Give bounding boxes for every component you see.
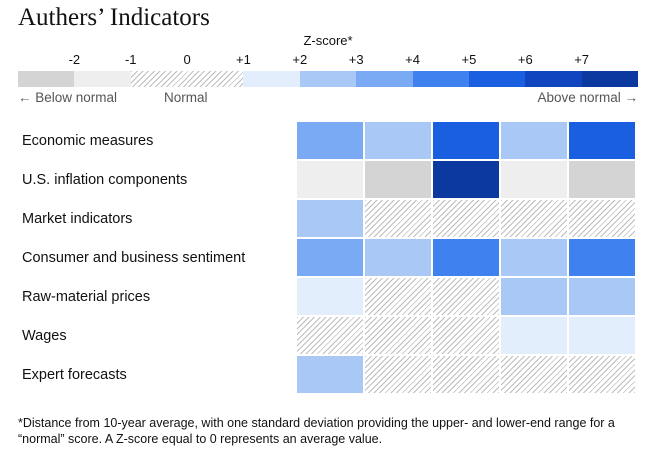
heatmap-cell	[297, 317, 363, 354]
heatmap-cell	[297, 278, 363, 315]
colorbar-swatch	[356, 71, 413, 87]
row-label: Economic measures	[22, 133, 154, 149]
heatmap-cell	[365, 122, 431, 159]
row-label: Expert forecasts	[22, 367, 127, 383]
zscore-tick-label: +2	[292, 52, 308, 67]
footnote: *Distance from 10-year average, with one…	[18, 416, 615, 446]
heatmap-cell	[297, 200, 363, 237]
colorbar-swatch	[187, 71, 244, 87]
colorbar-swatch	[468, 71, 526, 87]
row-label: Wages	[22, 328, 67, 344]
heatmap-cell	[501, 356, 567, 393]
colorbar-swatch	[74, 71, 131, 87]
zscore-tick-label: -1	[124, 52, 137, 67]
heatmap-cell	[433, 200, 499, 237]
heatmap-cell	[433, 356, 499, 393]
heatmap-cell	[569, 239, 635, 276]
zscore-tick-label: 0	[183, 52, 191, 67]
zscore-tick-label: +1	[236, 52, 251, 67]
zscore-tick-label: +6	[517, 52, 533, 67]
heatmap-cell	[501, 317, 567, 354]
heatmap-cell	[501, 200, 567, 237]
below-normal-label: ← Below normal	[18, 90, 118, 105]
row-label: Market indicators	[22, 211, 133, 227]
heatmap-cell	[365, 239, 431, 276]
colorbar-swatch	[412, 71, 469, 87]
colorbar-swatch	[243, 71, 300, 87]
zscore-tick-label: +5	[461, 52, 477, 67]
heatmap-cell	[297, 122, 363, 159]
zscore-tick-label: -2	[68, 52, 81, 67]
heatmap-cell	[501, 122, 567, 159]
heatmap-cell	[365, 317, 431, 354]
heatmap-cell	[569, 200, 635, 237]
heatmap-cell	[501, 278, 567, 315]
heatmap-cell	[501, 239, 567, 276]
heatmap-cell	[365, 356, 431, 393]
normal-label: Normal	[164, 90, 208, 105]
heatmap-cell	[365, 200, 431, 237]
heatmap-cell	[569, 122, 635, 159]
heatmap-cell	[297, 356, 363, 393]
zscore-tick-label: +3	[348, 52, 364, 67]
colorbar-swatch	[581, 71, 638, 87]
zscore-label: Z-score*	[303, 33, 353, 48]
row-label: Raw-material prices	[22, 289, 151, 305]
heatmap-cell	[297, 239, 363, 276]
heatmap-cell	[569, 278, 635, 315]
heatmap-cell	[501, 161, 567, 198]
colorbar-swatch	[299, 71, 357, 87]
zscore-tick-label: +7	[574, 52, 590, 67]
colorbar-swatch	[525, 71, 582, 87]
heatmap-cell	[433, 161, 499, 198]
heatmap-cell	[365, 278, 431, 315]
row-label: U.S. inflation components	[22, 172, 188, 188]
colorbar-swatch	[18, 71, 75, 87]
heatmap-cell	[297, 161, 363, 198]
heatmap-cell	[365, 161, 431, 198]
heatmap-cell	[433, 122, 499, 159]
heatmap-cell	[433, 239, 499, 276]
heatmap-cell	[433, 278, 499, 315]
heatmap-cell	[569, 161, 635, 198]
colorbar	[18, 71, 638, 87]
zscore-tick-label: +4	[405, 52, 420, 67]
row-label: Consumer and business sentiment	[22, 250, 246, 266]
heatmap-cell	[569, 317, 635, 354]
colorbar-swatch	[130, 71, 188, 87]
chart-title: Authers’ Indicators	[18, 4, 210, 31]
above-normal-label: Above normal →	[537, 90, 638, 105]
heatmap-cell	[569, 356, 635, 393]
heatmap-cell	[433, 317, 499, 354]
